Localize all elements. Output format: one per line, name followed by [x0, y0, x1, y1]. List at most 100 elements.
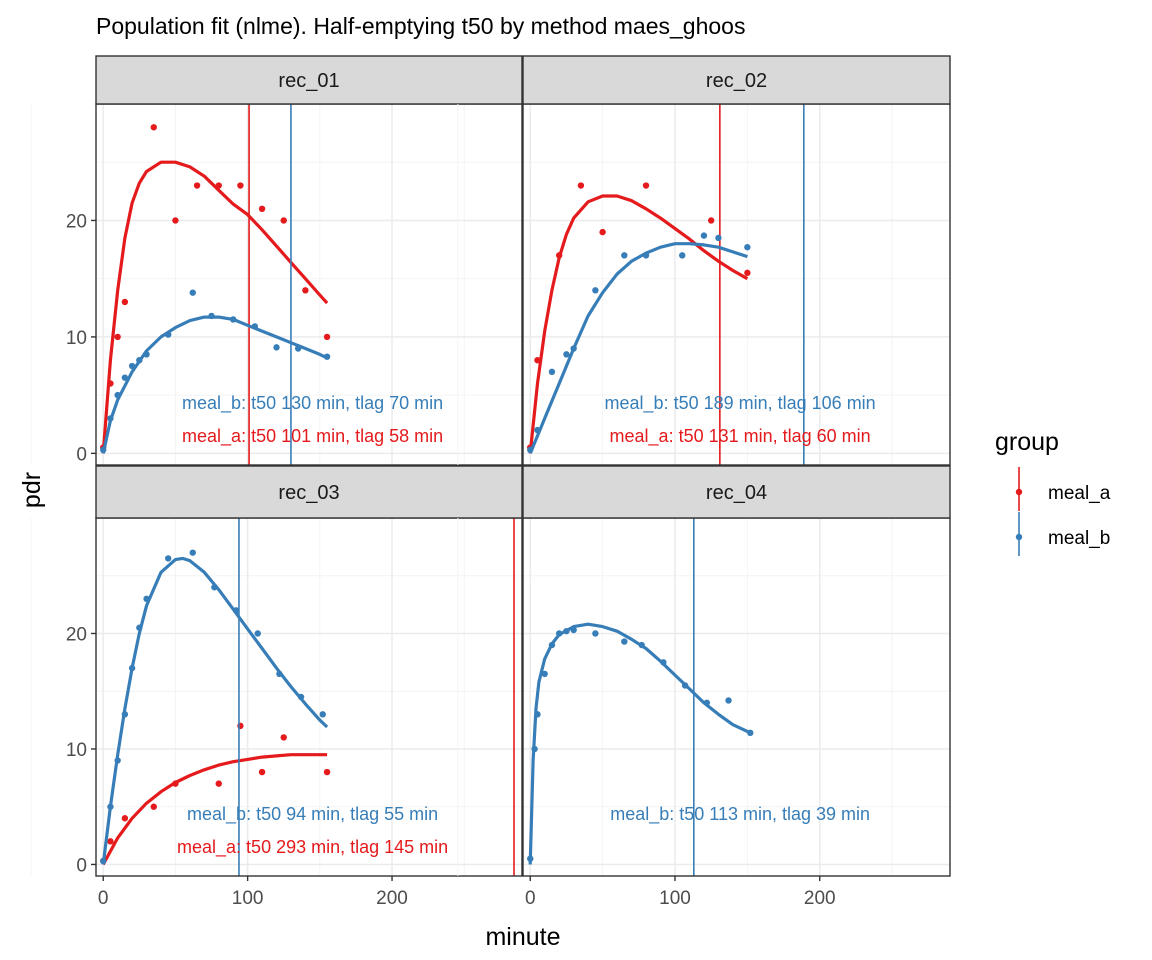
data-point-meal_b — [297, 693, 305, 701]
y-tick-label: 20 — [66, 211, 87, 232]
data-point-meal_b — [725, 697, 732, 704]
data-point-meal_a — [642, 182, 650, 189]
data-point-meal_b — [294, 345, 302, 352]
legend-item-meal_b: meal_b — [1015, 512, 1110, 556]
fit-curve-meal_b — [528, 242, 748, 455]
annotation-meal_b: meal_b: t50 113 min, tlag 39 min — [610, 804, 870, 825]
data-point-meal_b — [681, 682, 689, 689]
data-point-meal_b — [189, 549, 196, 556]
data-point-meal_a — [555, 252, 563, 259]
panel-rec_02: meal_b: t50 189 min, tlag 106 min meal_a:… — [457, 55, 951, 466]
data-point-meal_b — [527, 855, 534, 862]
data-point-meal_b — [114, 391, 121, 399]
data-point-meal_a — [150, 803, 157, 810]
data-point-meal_b — [208, 312, 215, 320]
data-point-meal_a — [107, 380, 114, 387]
data-point-meal_b — [700, 232, 708, 239]
legend-key-point — [1015, 533, 1023, 541]
x-tick-label: 200 — [376, 888, 408, 909]
grid — [30, 104, 522, 465]
annotation-meal_b: meal_b: t50 189 min, tlag 106 min — [605, 393, 876, 414]
data-point-meal_a — [258, 205, 266, 213]
data-point-meal_b — [121, 374, 129, 381]
data-point-meal_b — [165, 331, 172, 338]
annotation-meal_b: meal_b: t50 94 min, tlag 55 min — [187, 804, 438, 825]
grid — [457, 104, 950, 465]
fit-curve-meal_a — [101, 160, 329, 454]
strip-rec_04 — [522, 465, 951, 519]
x-tick-label: 0 — [525, 888, 536, 909]
legend-item-meal_a: meal_a — [1015, 467, 1111, 511]
data-point-meal_a — [280, 217, 287, 224]
data-point-meal_b — [642, 252, 650, 259]
grid — [457, 518, 950, 876]
x-tick-label: 0 — [98, 888, 109, 909]
legend-label: meal_b — [1048, 528, 1110, 549]
data-point-meal_b — [555, 630, 563, 637]
data-point-meal_b — [189, 289, 196, 296]
annotations: meal_b: t50 130 min, tlag 70 min meal_a: … — [182, 393, 443, 447]
y-tick-label: 20 — [66, 624, 87, 645]
data-point-meal_b — [136, 356, 143, 364]
panel-rec_03: meal_b: t50 94 min, tlag 55 min meal_a: t… — [30, 465, 523, 877]
data-point-meal_b — [534, 426, 541, 434]
annotations: meal_b: t50 94 min, tlag 55 min meal_a: t… — [177, 804, 448, 858]
data-point-meal_b — [660, 659, 667, 666]
data-point-meal_b — [747, 729, 754, 736]
data-point-meal_a — [280, 734, 287, 741]
data-point-meal_b — [570, 626, 577, 634]
y-tick-label: 10 — [66, 740, 87, 761]
data-point-meal_b — [254, 630, 261, 637]
strip-rec_03 — [95, 465, 523, 519]
y-tick-label: 0 — [76, 855, 87, 876]
data-point-meal_a — [599, 228, 606, 236]
annotation-meal_a: meal_a: t50 293 min, tlag 145 min — [177, 837, 448, 858]
data-point-meal_b — [621, 252, 628, 259]
annotations: meal_b: t50 189 min, tlag 106 min meal_a:… — [605, 393, 876, 447]
data-point-meal_b — [107, 415, 114, 422]
data-point-meal_b — [679, 252, 686, 259]
data-point-meal_b — [136, 624, 143, 631]
data-point-meal_b — [541, 670, 548, 678]
data-point-meal_b — [128, 362, 136, 370]
legend-key-point — [1015, 488, 1023, 496]
strip-rec_01 — [95, 55, 523, 105]
y-tick-label: 0 — [76, 444, 87, 465]
data-point-meal_b — [715, 234, 722, 242]
data-point-meal_a — [193, 182, 201, 189]
legend-title: group — [995, 428, 1059, 456]
data-point-meal_a — [215, 182, 222, 189]
x-tick-label: 100 — [232, 888, 264, 909]
panel-data — [527, 518, 754, 876]
data-point-meal_b — [143, 595, 150, 603]
panel-background — [96, 518, 522, 876]
data-point-meal_a — [172, 780, 179, 787]
x-axis-title: minute — [485, 923, 560, 951]
legend-label: meal_a — [1048, 483, 1111, 504]
data-point-meal_b — [592, 630, 599, 637]
panel-background — [523, 104, 950, 465]
data-point-meal_a — [121, 815, 129, 822]
data-point-meal_b — [114, 757, 121, 764]
data-point-meal_b — [232, 607, 240, 614]
panel-data — [100, 104, 331, 465]
data-point-meal_b — [531, 745, 538, 753]
data-point-meal_b — [563, 351, 570, 358]
annotation-meal_a: meal_a: t50 101 min, tlag 58 min — [182, 426, 443, 447]
data-point-meal_b — [548, 641, 556, 649]
data-point-meal_b — [100, 857, 107, 865]
data-point-meal_b — [323, 353, 331, 360]
data-point-meal_b — [100, 446, 107, 454]
panel-data — [527, 104, 805, 465]
data-point-meal_b — [534, 711, 541, 718]
data-point-meal_b — [563, 627, 570, 635]
y-tick-label: 10 — [66, 328, 87, 349]
data-point-meal_a — [302, 287, 309, 294]
strip-rec_02 — [522, 55, 951, 105]
data-point-meal_b — [703, 699, 711, 706]
data-point-meal_a — [323, 768, 331, 776]
strip-label: rec_04 — [706, 482, 767, 504]
data-point-meal_b — [592, 287, 599, 294]
